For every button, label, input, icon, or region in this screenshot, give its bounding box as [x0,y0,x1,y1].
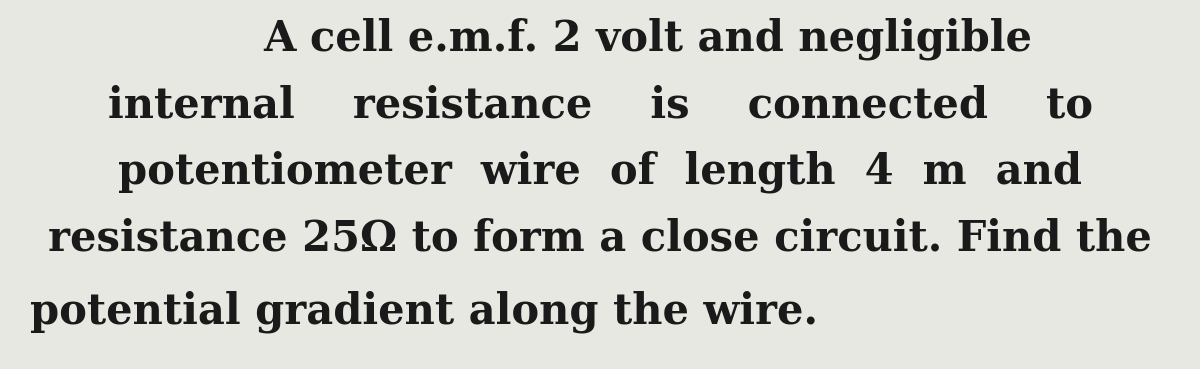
Text: resistance 25Ω to form a close circuit. Find the: resistance 25Ω to form a close circuit. … [48,217,1152,259]
Text: potential gradient along the wire.: potential gradient along the wire. [30,290,818,333]
Text: potentiometer  wire  of  length  4  m  and: potentiometer wire of length 4 m and [118,150,1082,193]
Text: internal    resistance    is    connected    to: internal resistance is connected to [108,84,1092,126]
Text: A cell e.m.f. 2 volt and negligible: A cell e.m.f. 2 volt and negligible [264,17,1032,60]
